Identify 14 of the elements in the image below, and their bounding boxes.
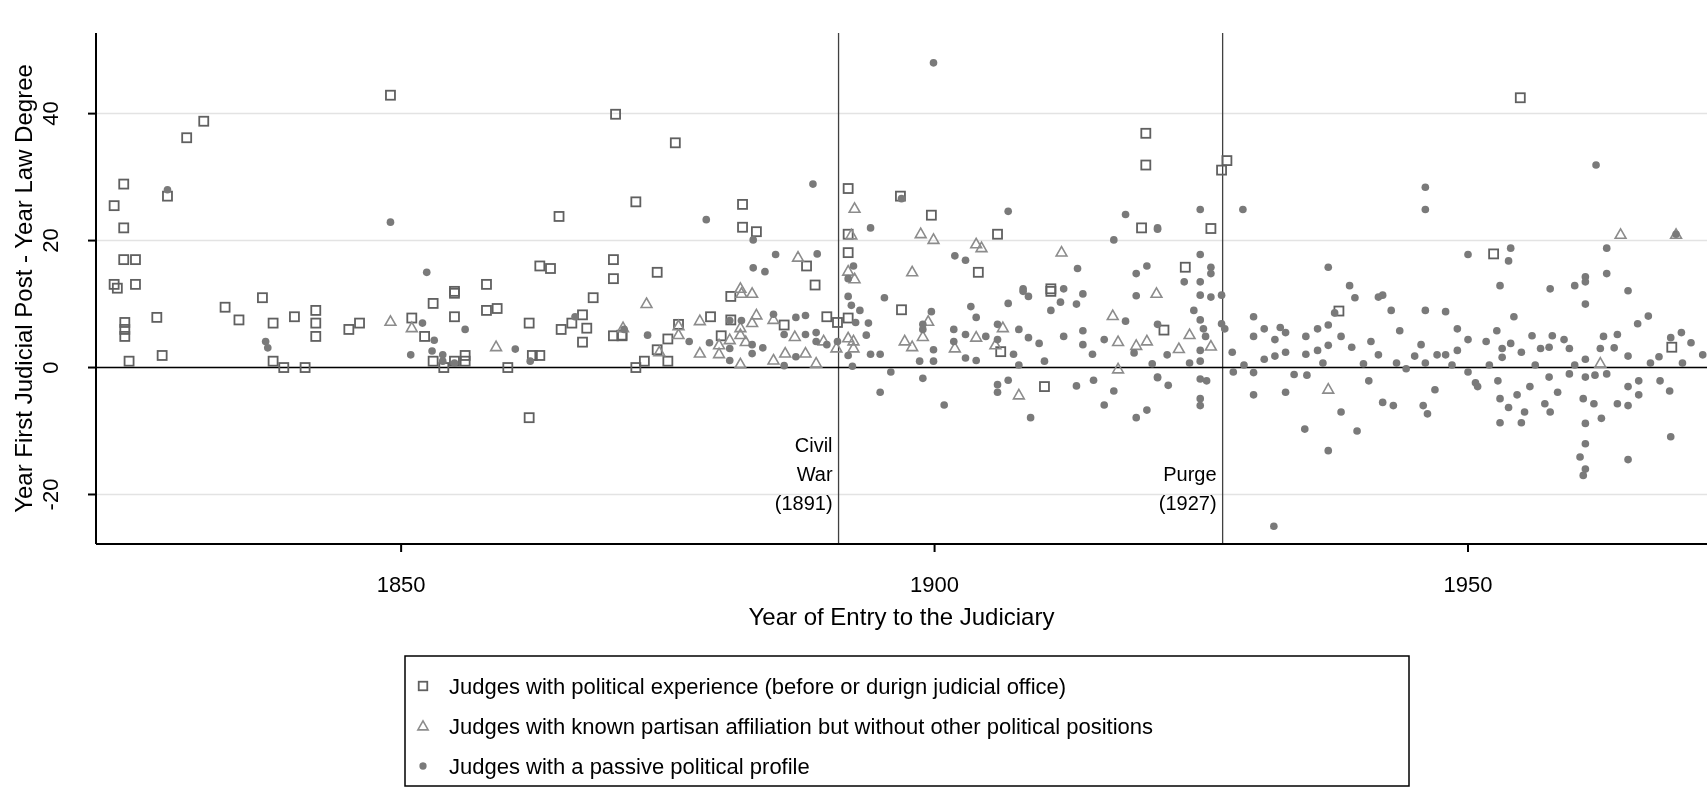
x-axis-title: Year of Entry to the Judiciary bbox=[748, 603, 1055, 630]
y-tick-label: 20 bbox=[37, 228, 63, 253]
x-tick-label: 1950 bbox=[1443, 572, 1493, 597]
x-tick-label: 1900 bbox=[910, 572, 960, 597]
legend-label: Judges with political experience (before or durign judicial office) bbox=[449, 673, 1067, 699]
y-tick-label: 40 bbox=[37, 101, 63, 126]
ref-line-label: Civil War (1891) bbox=[774, 434, 833, 514]
y-tick-label: 0 bbox=[37, 361, 63, 374]
ref-line-label: Purge (1927) bbox=[1158, 463, 1217, 514]
legend-label: Judges with known partisan affiliation but without other political positions bbox=[449, 713, 1153, 739]
y-axis-title: Year First Judicial Post - Year Law Degree bbox=[10, 64, 38, 513]
y-tick-label: -20 bbox=[37, 478, 63, 511]
x-tick-label: 1850 bbox=[376, 572, 426, 597]
legend-label: Judges with a passive political profile bbox=[449, 753, 810, 779]
